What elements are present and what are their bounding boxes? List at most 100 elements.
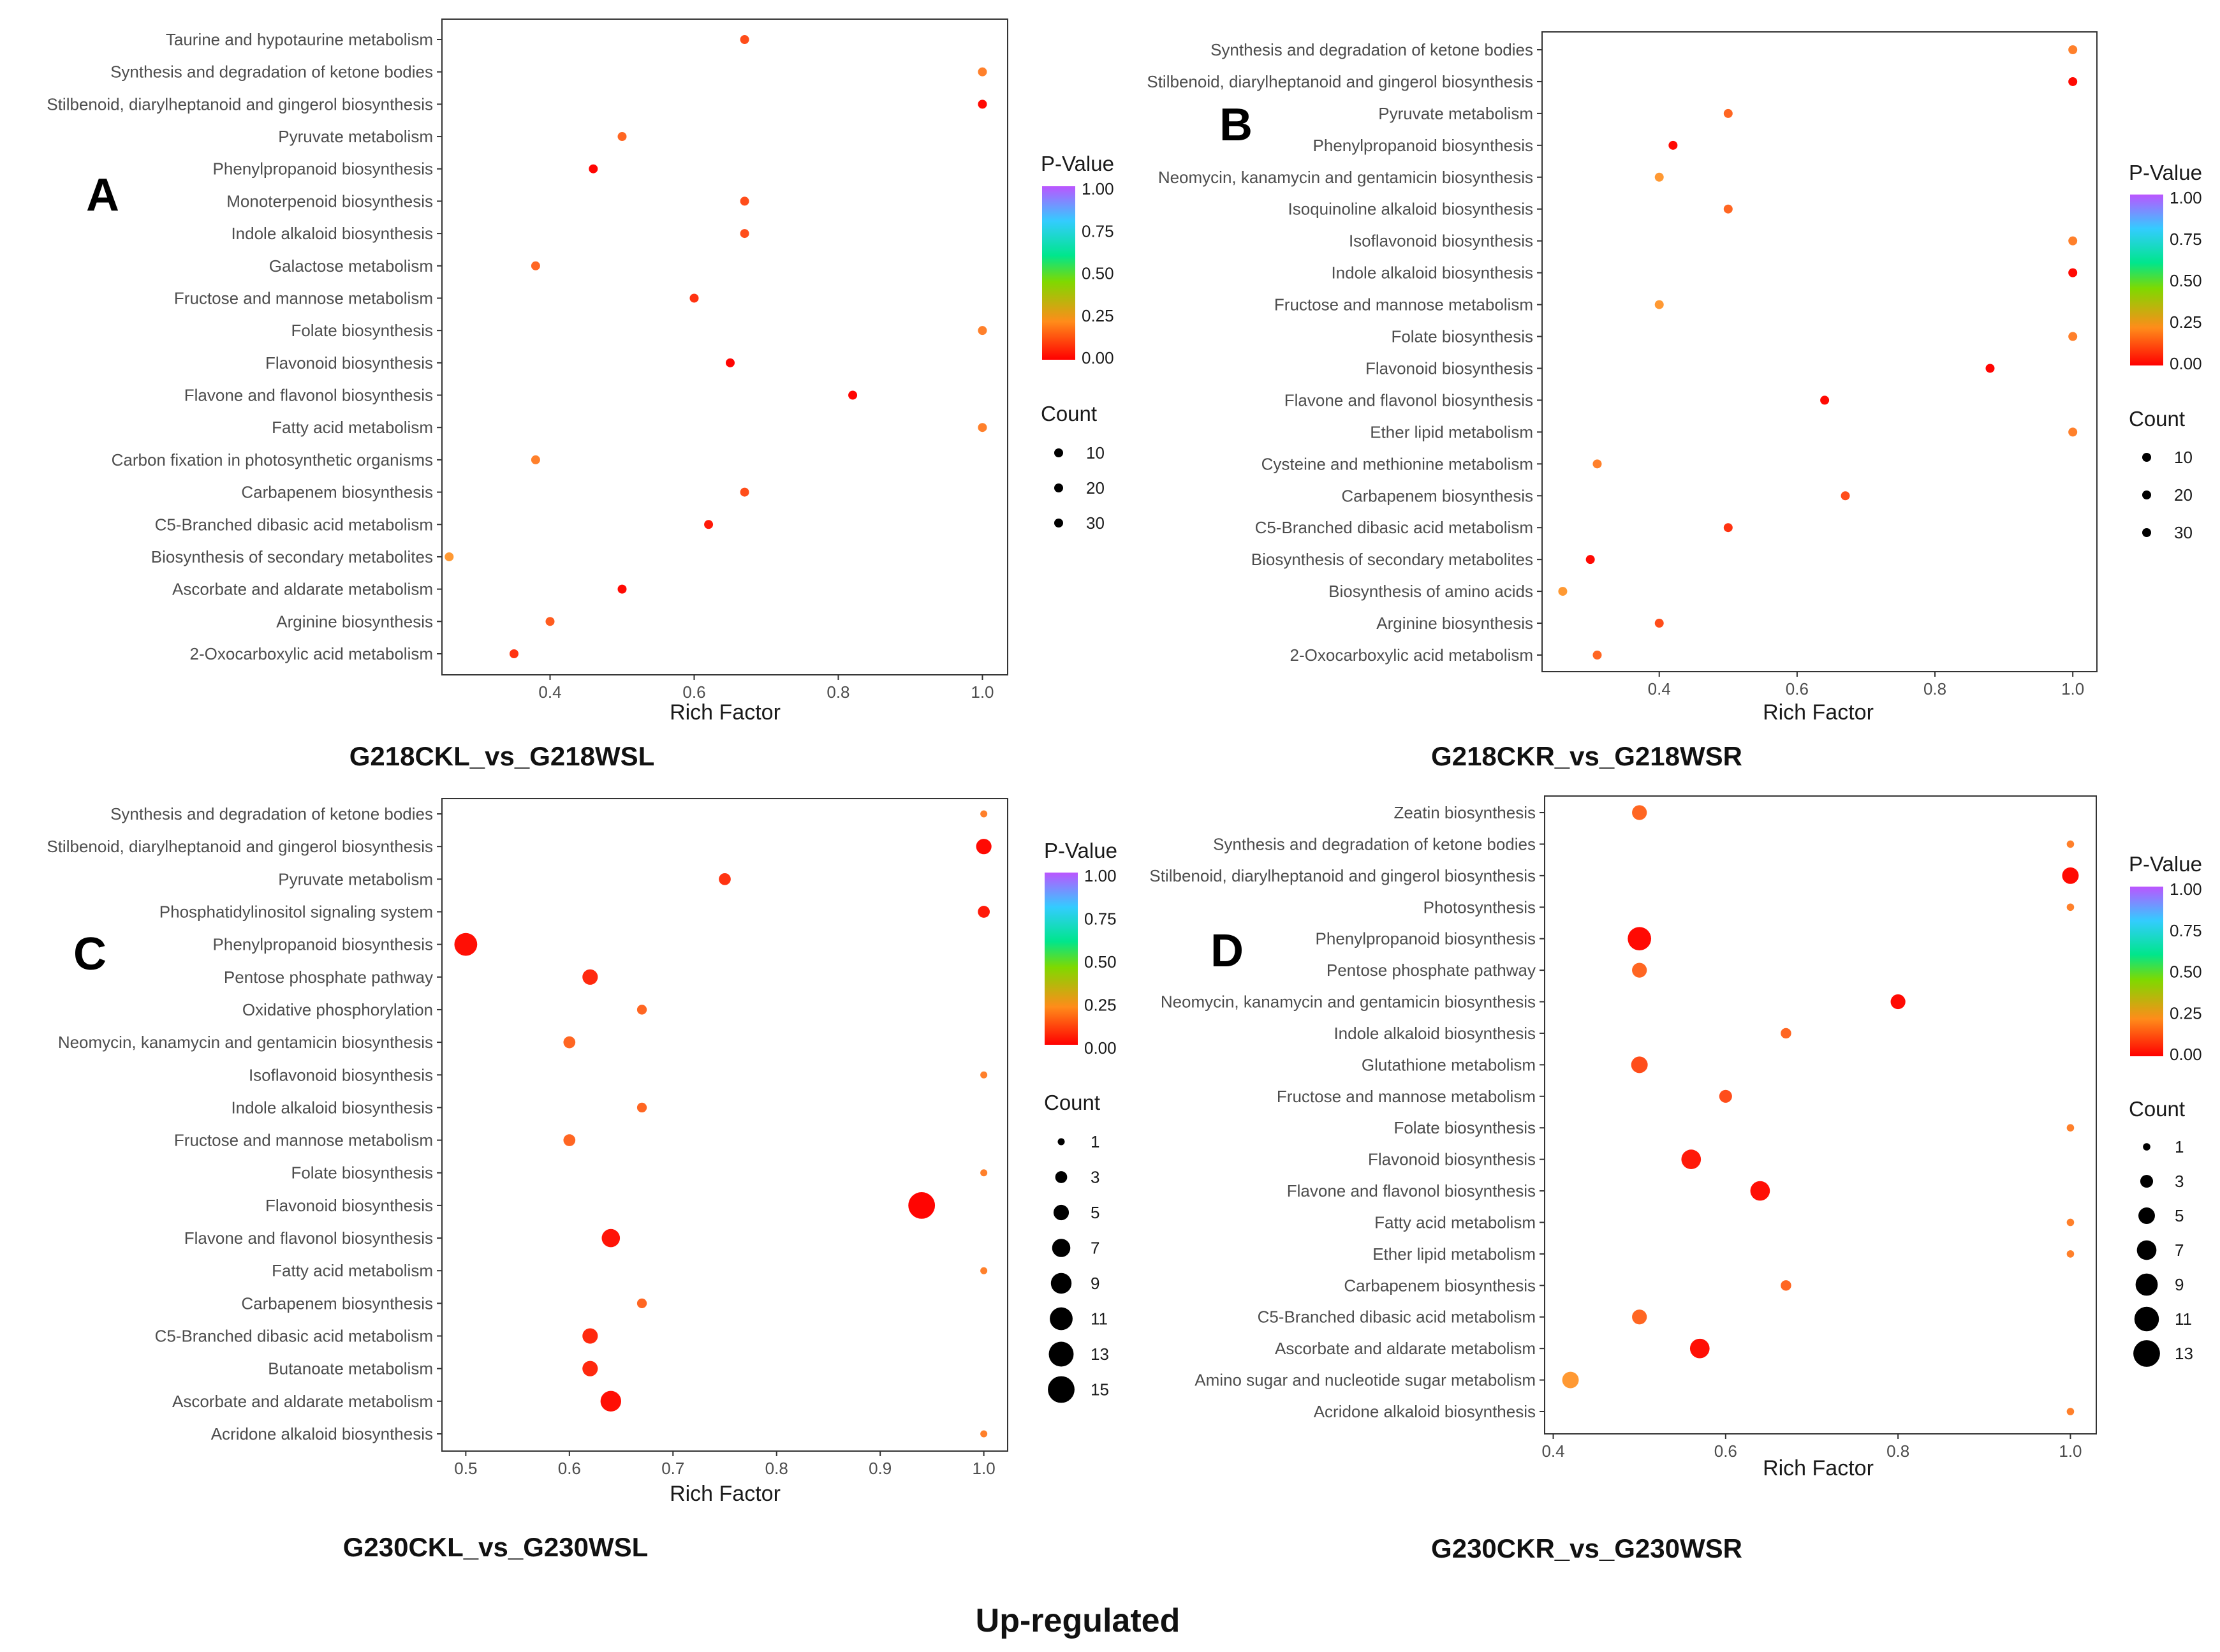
- panel-d-count-label: 11: [2175, 1309, 2192, 1329]
- panel-c-point: [908, 1191, 936, 1219]
- panel-b-x-label: Rich Factor: [1763, 700, 1874, 725]
- panel-a-point: [978, 326, 987, 336]
- panel-c-pvalue-legend: P-Value 1.00 0.75 0.50 0.25 0.00: [1044, 839, 1117, 1058]
- panel-c-point: [980, 1430, 988, 1438]
- panel-a-category-label: Stilbenoid, diarylheptanoid and gingerol…: [47, 94, 433, 114]
- panel-d-color-tick-label: 0.75: [2170, 921, 2202, 940]
- panel-b-category-label: Pyruvate metabolism: [1378, 104, 1533, 123]
- panel-b-point: [1592, 459, 1602, 469]
- panel-c-x-tick-label: 0.7: [661, 1459, 684, 1478]
- panel-a-point: [704, 520, 714, 529]
- panel-d-letter: D: [1210, 926, 1244, 977]
- count-legend-dot: [1050, 1307, 1073, 1331]
- panel-d-point: [2066, 903, 2075, 911]
- count-legend-dot: [2138, 1207, 2155, 1224]
- panel-a-x-label: Rich Factor: [670, 700, 781, 725]
- panel-c-category-label: Oxidative phosphorylation: [242, 1000, 433, 1019]
- panel-b-count-items: 10 20 30: [2142, 448, 2193, 542]
- panel-c-color-tick-label: 0.25: [1084, 996, 1117, 1015]
- panel-c-category-label: Flavonoid biosynthesis: [265, 1196, 433, 1215]
- panel-c-categories: Synthesis and degradation of ketone bodi…: [47, 804, 442, 1443]
- panel-c-point: [980, 1071, 988, 1079]
- panel-b-point: [1585, 555, 1595, 564]
- panel-b-category-label: Ether lipid metabolism: [1370, 422, 1533, 441]
- panel-d-category-label: Neomycin, kanamycin and gentamicin biosy…: [1161, 992, 1536, 1012]
- panel-d-x-ticks: 0.4 0.6 0.8 1.0: [1541, 1434, 2082, 1461]
- panel-c-count-label: 11: [1091, 1309, 1108, 1329]
- panel-d-point: [2066, 1250, 2075, 1258]
- panel-c-subtitle: G230CKL_vs_G230WSL: [343, 1532, 649, 1562]
- panel-c-category-label: Phenylpropanoid biosynthesis: [213, 935, 433, 954]
- panel-a-point: [531, 261, 540, 270]
- panel-b: B Synthesis and degradation of ketone bo…: [1147, 31, 2202, 771]
- panel-c-count-label: 1: [1091, 1132, 1099, 1151]
- panel-c-point: [600, 1390, 622, 1412]
- panel-c-category-label: Carbapenem biosynthesis: [241, 1294, 433, 1313]
- panel-c-x-tick-label: 0.9: [869, 1459, 892, 1478]
- panel-d-category-label: Folate biosynthesis: [1393, 1118, 1536, 1137]
- panel-d-point: [2066, 1408, 2075, 1415]
- panel-b-category-label: Flavonoid biosynthesis: [1365, 358, 1533, 378]
- panel-d-point: [1781, 1280, 1791, 1291]
- panel-b-category-label: C5-Branched dibasic acid metabolism: [1255, 518, 1533, 537]
- panel-a-category-label: Fatty acid metabolism: [272, 418, 433, 437]
- panel-d-category-label: Ascorbate and aldarate metabolism: [1275, 1339, 1536, 1358]
- panel-c-category-label: Pentose phosphate pathway: [224, 968, 433, 987]
- panel-a-category-label: Taurine and hypotaurine metabolism: [166, 30, 433, 49]
- panel-a-point: [740, 35, 749, 44]
- panel-c-category-label: C5-Branched dibasic acid metabolism: [155, 1327, 433, 1346]
- panel-d-point: [1689, 1338, 1710, 1359]
- panel-c-category-label: Fatty acid metabolism: [272, 1261, 433, 1280]
- panel-b-count-label: 10: [2174, 448, 2193, 467]
- panel-b-point: [1841, 491, 1850, 501]
- panel-d-count-label: 3: [2175, 1172, 2184, 1191]
- panel-d-category-label: C5-Branched dibasic acid metabolism: [1258, 1308, 1536, 1327]
- panel-b-count-label: 20: [2174, 485, 2193, 505]
- count-legend-dot: [1054, 483, 1063, 492]
- panel-c-point: [978, 906, 990, 918]
- panel-b-point: [1654, 619, 1664, 628]
- panel-b-point: [1654, 172, 1664, 182]
- panel-c-category-label: Indole alkaloid biosynthesis: [231, 1098, 433, 1117]
- panel-a-category-label: Carbon fixation in photosynthetic organi…: [112, 450, 433, 469]
- panel-d-points: [1562, 805, 2079, 1415]
- panel-b-color-tick-label: 0.25: [2170, 313, 2202, 332]
- panel-b-color-tick-label: 0.75: [2170, 230, 2202, 249]
- count-legend-dot: [2140, 1174, 2154, 1188]
- panel-a-count-items: 10 20 30: [1054, 443, 1105, 533]
- count-legend-dot: [1052, 1239, 1071, 1257]
- panel-d-x-label: Rich Factor: [1763, 1456, 1874, 1480]
- panel-c-count-label: 5: [1091, 1203, 1099, 1222]
- panel-b-x-ticks: 0.4 0.6 0.8 1.0: [1648, 672, 2084, 698]
- panel-b-point: [2068, 332, 2078, 341]
- panel-c-points: [454, 810, 992, 1438]
- panel-a: A Taurine and hypotaurine metabolism Synt…: [47, 18, 1114, 771]
- panel-a-point: [545, 617, 555, 626]
- panel-c-point: [636, 1102, 647, 1113]
- count-legend-dot: [1055, 1171, 1068, 1183]
- panel-a-count-label: 30: [1086, 513, 1105, 533]
- panel-d-point: [2062, 867, 2079, 884]
- panel-c-point: [980, 1169, 988, 1177]
- panel-d-count-label: 5: [2175, 1206, 2184, 1225]
- panel-a-point: [978, 67, 987, 77]
- panel-a-x-tick-label: 0.8: [827, 682, 849, 702]
- panel-d-category-label: Ether lipid metabolism: [1372, 1244, 1536, 1264]
- panel-d-point: [1750, 1181, 1770, 1201]
- panel-a-color-tick-label: 0.25: [1082, 306, 1114, 325]
- panel-c-count-title: Count: [1044, 1091, 1100, 1114]
- panel-c-count-label: 13: [1091, 1345, 1109, 1364]
- panel-a-point: [740, 487, 749, 497]
- panel-c-point: [454, 933, 478, 956]
- panel-a-category-label: Biosynthesis of secondary metabolites: [151, 547, 433, 566]
- panel-b-frame: [1541, 31, 2098, 672]
- panel-d-color-bar: [2130, 887, 2163, 1056]
- panel-a-count-label: 20: [1086, 478, 1105, 498]
- panel-d-category-label: Synthesis and degradation of ketone bodi…: [1213, 834, 1536, 853]
- panel-d-count-label: 7: [2175, 1241, 2184, 1260]
- panel-b-point: [1668, 140, 1678, 150]
- panel-d: D Zeatin biosynthesis Synthesis and degra…: [1149, 795, 2202, 1563]
- panel-d-categories: Zeatin biosynthesis Synthesis and degrada…: [1149, 803, 1545, 1421]
- panel-d-category-label: Fatty acid metabolism: [1374, 1213, 1536, 1232]
